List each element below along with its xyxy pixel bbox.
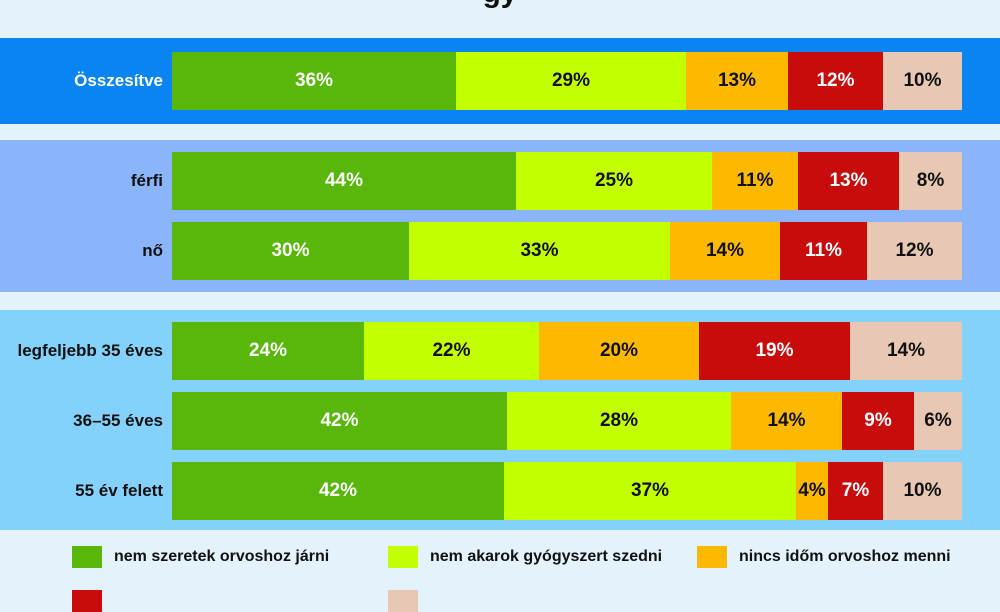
bar-segment: 42%	[172, 392, 507, 450]
row-label: legfeljebb 35 éves	[17, 341, 163, 360]
bar-segment: 11%	[780, 222, 867, 280]
bar-row: 30% 33% 14% 11% 12%	[172, 222, 962, 280]
legend-swatch	[697, 546, 727, 568]
bar-segment: 14%	[670, 222, 780, 280]
bar-segment: 24%	[172, 322, 364, 380]
bar-segment: 4%	[796, 462, 828, 520]
row-label: nő	[142, 241, 163, 260]
bar-segment: 19%	[699, 322, 850, 380]
bar-segment: 13%	[798, 152, 899, 210]
bar-segment: 14%	[850, 322, 962, 380]
bar-segment: 29%	[456, 52, 686, 110]
legend-item: nem akarok gyógyszert szedni	[388, 546, 688, 568]
bar-row: 42% 28% 14% 9% 6%	[172, 392, 962, 450]
bar-row: 24% 22% 20% 19% 14%	[172, 322, 962, 380]
bar-segment: 7%	[828, 462, 883, 520]
legend-swatch	[388, 546, 418, 568]
bar-segment: 12%	[867, 222, 962, 280]
legend-item: nem szeretek orvoshoz járni	[72, 546, 372, 568]
chart-title-cropped: gy	[0, 0, 1000, 8]
bar-segment: 8%	[899, 152, 962, 210]
legend-item	[388, 590, 688, 612]
bar-segment: 33%	[409, 222, 670, 280]
legend-item: nincs időm orvoshoz menni	[697, 546, 997, 568]
row-label: 55 év felett	[75, 481, 163, 500]
bar-segment: 10%	[883, 52, 962, 110]
row-label: férfi	[130, 171, 163, 190]
legend-label: nem szeretek orvoshoz járni	[114, 548, 330, 565]
bar-segment: 6%	[914, 392, 962, 450]
bar-segment: 37%	[504, 462, 796, 520]
legend-swatch	[72, 590, 102, 612]
bar-row: 42% 37% 4% 7% 10%	[172, 462, 962, 520]
row-label: Összesítve	[74, 71, 163, 90]
legend-item	[72, 590, 372, 612]
bar-row: 36% 29% 13% 12% 10%	[172, 52, 962, 110]
bar-segment: 10%	[883, 462, 962, 520]
row-label: 36–55 éves	[73, 411, 163, 430]
bar-segment: 11%	[712, 152, 798, 210]
bar-segment: 30%	[172, 222, 409, 280]
bar-segment: 28%	[507, 392, 731, 450]
bar-segment: 25%	[516, 152, 712, 210]
legend-label: nem akarok gyógyszert szedni	[430, 548, 663, 565]
legend-label: nincs időm orvoshoz menni	[739, 548, 951, 565]
bar-row: 44% 25% 11% 13% 8%	[172, 152, 962, 210]
bar-segment: 12%	[788, 52, 883, 110]
bar-segment: 22%	[364, 322, 539, 380]
bar-segment: 13%	[686, 52, 788, 110]
bar-segment: 14%	[731, 392, 842, 450]
bar-segment: 36%	[172, 52, 456, 110]
bar-segment: 44%	[172, 152, 516, 210]
legend-swatch	[388, 590, 418, 612]
legend-swatch	[72, 546, 102, 568]
bar-segment: 42%	[172, 462, 504, 520]
bar-segment: 9%	[842, 392, 914, 450]
bar-segment: 20%	[539, 322, 699, 380]
